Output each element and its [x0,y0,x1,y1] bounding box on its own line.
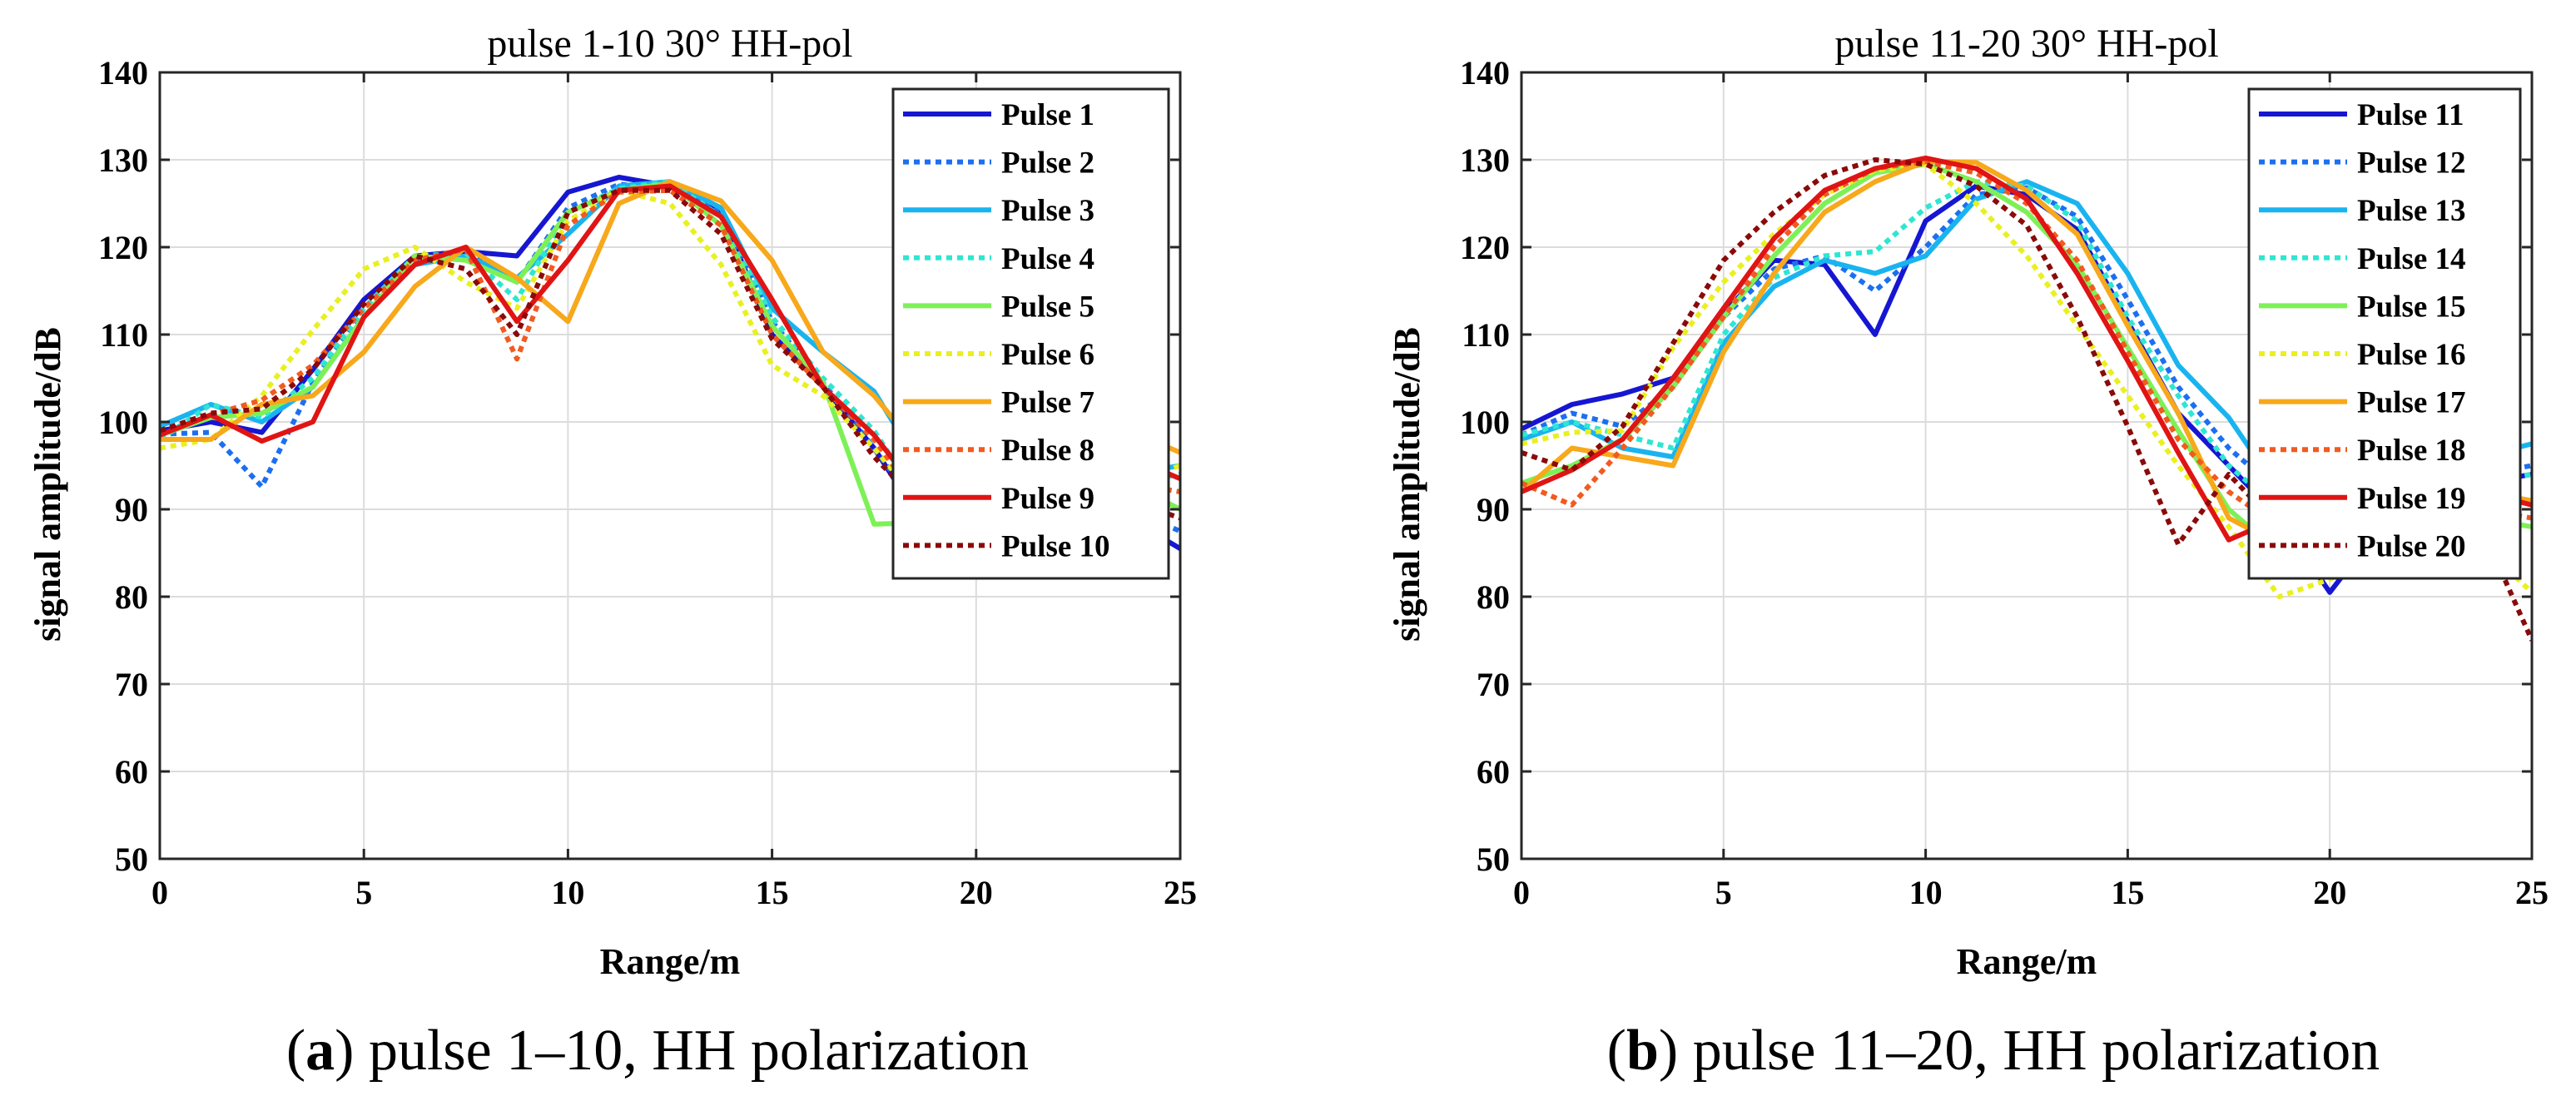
legend-entry: Pulse 11 [2357,98,2464,132]
legend-entry: Pulse 7 [1001,386,1094,420]
legend-entry: Pulse 15 [2357,290,2466,324]
y-tick-label: 140 [98,54,148,92]
x-tick-label: 25 [1164,874,1197,911]
y-tick-label: 120 [98,229,148,266]
y-tick-label: 70 [1477,666,1510,703]
series-line-pulse-4 [160,179,1180,529]
x-tick-label: 10 [551,874,584,911]
caption-label: b [1626,1019,1659,1083]
x-tick-label: 0 [151,874,168,911]
y-tick-label: 70 [115,666,148,703]
y-tick-label: 110 [100,316,148,354]
chart-title: pulse 1-10 30° HH-pol [487,22,852,66]
legend-entry: Pulse 3 [1001,194,1094,228]
y-tick-label: 50 [1477,841,1510,878]
y-tick-label: 80 [1477,578,1510,616]
legend-entry: Pulse 6 [1001,338,1094,372]
y-tick-label: 100 [1460,404,1510,441]
y-tick-label: 80 [115,578,148,616]
x-tick-label: 15 [756,874,789,911]
x-tick-label: 15 [2111,874,2144,911]
chart-panel-b: pulse 11-20 30° HH-pol 50607080901001101… [1387,22,2549,1083]
legend-entry: Pulse 13 [2357,194,2466,228]
caption-label: a [305,1019,335,1083]
caption-text: pulse 1–10, HH polarization [369,1019,1029,1083]
legend-entry: Pulse 5 [1001,290,1094,324]
y-axis-label: signal amplitude/dB [1387,327,1427,642]
x-tick-labels: 0 5 10 15 20 25 [151,72,1197,911]
plot-frame [1520,71,2534,860]
x-tick-label: 20 [960,874,993,911]
legend-entry: Pulse 8 [1001,434,1094,468]
chart-title: pulse 11-20 30° HH-pol [1834,22,2218,66]
y-tick-label: 90 [115,491,148,528]
y-tick-label: 60 [1477,753,1510,791]
x-axis-label: Range/m [600,941,741,982]
legend-entry: Pulse 10 [1001,529,1110,563]
legend-entry: Pulse 20 [2357,529,2466,563]
y-tick-label: 130 [1460,141,1510,179]
y-tick-label: 50 [115,841,148,878]
x-tick-label: 10 [1909,874,1943,911]
legend-entry: Pulse 17 [2357,386,2466,420]
x-tick-labels: 0 5 10 15 20 25 [1513,72,2549,911]
legend-entry: Pulse 4 [1001,242,1094,276]
figure-caption: (a) pulse 1–10, HH polarization [286,1019,1029,1083]
legend-entry: Pulse 2 [1001,146,1094,181]
y-tick-label: 130 [98,141,148,179]
legend-entry: Pulse 9 [1001,482,1094,516]
chart-panel-a: pulse 1-10 30° HH-pol 506070809010011012… [27,22,1197,1083]
legend-entry: Pulse 16 [2357,338,2466,372]
y-tick-label: 110 [1462,316,1510,354]
x-tick-label: 25 [2515,874,2549,911]
x-axis-label: Range/m [1957,941,2097,982]
y-tick-label: 90 [1477,491,1510,528]
y-tick-label: 60 [115,753,148,791]
y-tick-labels: 50 60 70 80 90 100 110 120 130 140 [1460,54,2532,878]
figure-caption: (b) pulse 11–20, HH polarization [1607,1019,2380,1083]
legend-entry: Pulse 14 [2357,242,2466,276]
x-tick-label: 5 [1715,874,1732,911]
caption-text: pulse 11–20, HH polarization [1693,1019,2380,1083]
legend-entry: Pulse 1 [1001,98,1094,132]
x-tick-label: 20 [2313,874,2346,911]
legend-entry: Pulse 12 [2357,146,2466,181]
legend-entry: Pulse 19 [2357,482,2466,516]
y-tick-labels: 50 60 70 80 90 100 110 120 130 140 [98,54,1180,878]
x-tick-label: 5 [355,874,372,911]
y-tick-label: 140 [1460,54,1510,92]
legend: Pulse 1 Pulse 2 Pulse 3 Pulse 4 Pulse 5 Pulse… [891,87,1170,580]
y-tick-label: 100 [98,404,148,441]
y-tick-label: 120 [1460,229,1510,266]
x-tick-label: 0 [1513,874,1530,911]
y-axis-label: signal amplitude/dB [27,327,68,642]
legend: Pulse 11 Pulse 12 Pulse 13 Pulse 14 Pulse 15… [2247,87,2522,580]
legend-entry: Pulse 18 [2357,434,2466,468]
series-line-pulse-10 [160,187,1180,529]
plot-frame [158,71,1182,860]
